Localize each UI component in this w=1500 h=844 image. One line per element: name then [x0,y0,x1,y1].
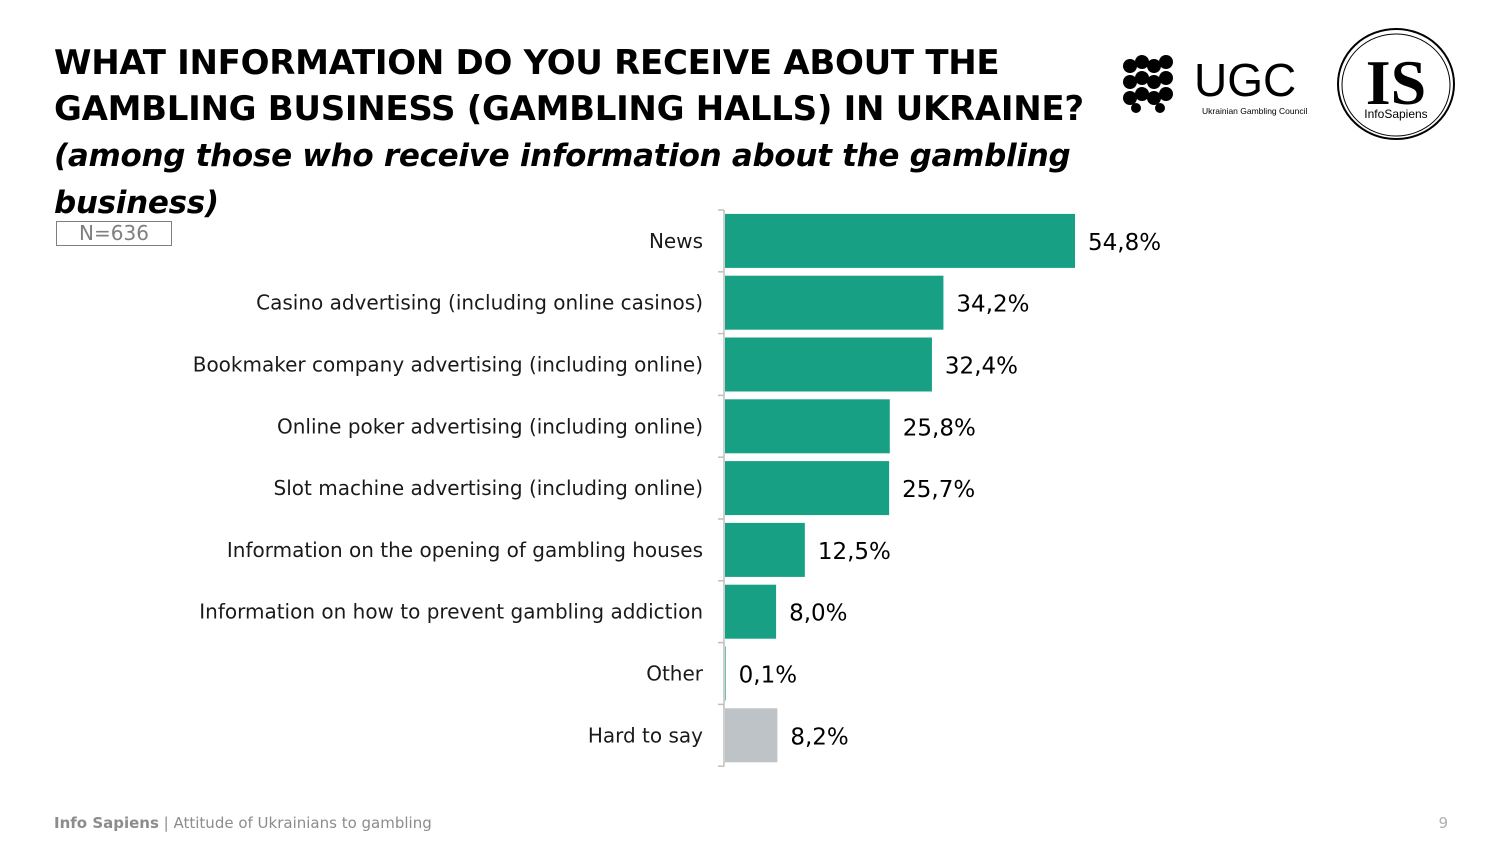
footer-separator: | [158,814,174,832]
clover-icon [1123,55,1173,113]
bar [725,213,1075,268]
value-label: 25,7% [902,477,975,503]
footer: Info Sapiens | Attitude of Ukrainians to… [54,814,432,832]
category-label: Information on how to prevent gambling a… [199,600,703,624]
bar [725,522,805,577]
ugc-name: UGC [1194,54,1296,106]
sample-size-box: N=636 [56,221,172,246]
value-label: 12,5% [818,539,891,565]
category-label: Hard to say [588,723,703,747]
ugc-tagline: Ukrainian Gambling Council [1202,106,1307,116]
category-label: Slot machine advertising (including onli… [274,476,703,500]
bar [725,646,726,701]
title-subtitle: (among those who receive information abo… [54,138,1071,221]
infosapiens-logo: IS InfoSapiens [1337,28,1455,140]
footer-text: Attitude of Ukrainians to gambling [173,814,432,832]
value-label: 0,1% [739,663,797,689]
category-label: Information on the opening of gambling h… [227,538,703,562]
bar [725,708,778,763]
category-label: News [649,229,703,253]
title-main: WHAT INFORMATION DO YOU RECEIVE ABOUT TH… [54,43,1084,129]
value-label: 54,8% [1088,230,1161,256]
is-name: InfoSapiens [1364,107,1427,121]
category-label: Other [646,662,704,686]
bar [725,399,890,454]
category-label: Online poker advertising (including onli… [277,414,703,438]
ugc-logo: UGC Ukrainian Gambling Council [1123,54,1307,116]
is-mark: IS [1366,47,1427,118]
category-label: Bookmaker company advertising (including… [193,353,703,377]
value-label: 8,0% [789,601,847,627]
bar [725,337,932,392]
value-label: 32,4% [945,354,1018,380]
category-label: Casino advertising (including online cas… [256,291,703,315]
value-label: 8,2% [790,724,848,750]
bar [725,584,777,639]
bar [725,275,944,330]
value-label: 34,2% [956,292,1029,318]
page-number: 9 [1438,814,1448,832]
chart-title: WHAT INFORMATION DO YOU RECEIVE ABOUT TH… [54,40,1114,226]
footer-brand: Info Sapiens [54,814,159,832]
value-label: 25,8% [903,415,976,441]
bar [725,461,890,516]
